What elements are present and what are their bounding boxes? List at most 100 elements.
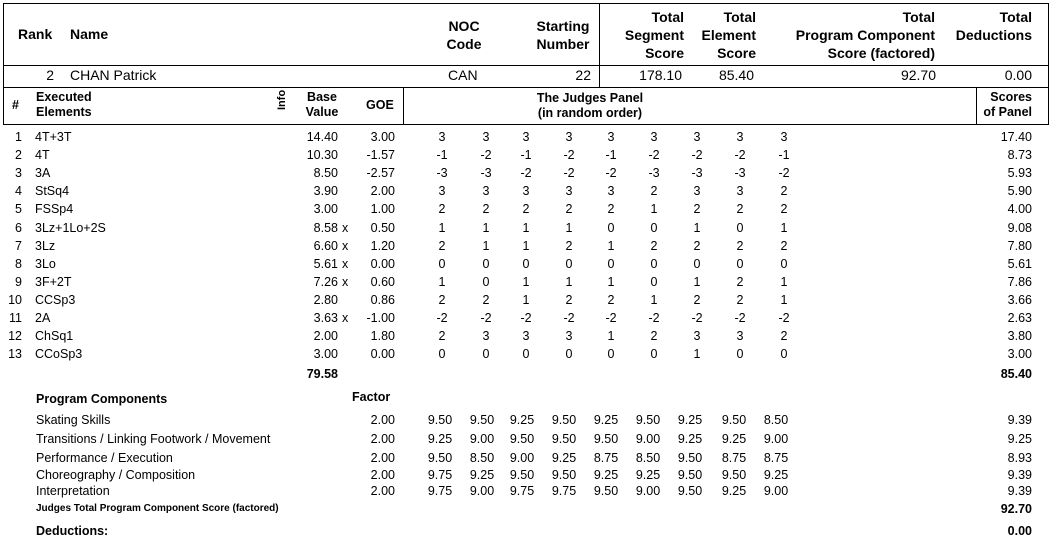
element-judge-score: 1 <box>522 274 530 289</box>
component-judge-score: 9.00 <box>635 432 661 446</box>
component-judge-score: 9.25 <box>635 468 661 482</box>
element-base-value: 2.80 <box>313 292 338 307</box>
element-judge-score: 0 <box>522 256 530 271</box>
element-judge-score: 0 <box>482 256 490 271</box>
header-info: Info <box>276 89 288 110</box>
element-judge-score: -2 <box>520 166 532 181</box>
skater-name: CHAN Patrick <box>70 67 157 83</box>
element-judge-score: 3 <box>522 184 530 199</box>
component-judge-score: 9.50 <box>593 432 619 446</box>
component-name: Interpretation <box>36 484 110 498</box>
element-judge-score: -2 <box>520 311 532 325</box>
element-judge-score: 0 <box>438 347 446 362</box>
component-judge-score: 9.50 <box>551 432 577 446</box>
judges-total-label: Judges Total Program Component Score (fa… <box>36 503 279 514</box>
header-element-number: # <box>12 98 19 112</box>
element-judge-score: 3 <box>522 329 530 344</box>
component-judge-score: 9.00 <box>635 484 661 498</box>
element-judge-score: 2 <box>438 329 446 344</box>
skater-total-element-score: 85.40 <box>718 67 754 83</box>
skater-total-program-component: 92.70 <box>900 67 936 83</box>
element-name: CCSp3 <box>35 292 76 307</box>
element-number: 2 <box>15 148 22 163</box>
element-judge-score: -3 <box>648 166 660 181</box>
element-judge-score: 3 <box>565 329 573 344</box>
element-judge-score: 2 <box>565 202 573 217</box>
element-judge-score: 3 <box>736 130 744 144</box>
element-judge-score: 3 <box>482 130 490 144</box>
element-judge-score: -2 <box>734 311 746 325</box>
component-judge-score: 9.75 <box>427 468 453 482</box>
element-number: 1 <box>15 130 22 144</box>
element-number: 12 <box>8 329 22 344</box>
element-judge-score: 2 <box>438 202 446 217</box>
element-judge-score: 2 <box>736 274 744 289</box>
element-judge-score: -2 <box>563 148 575 163</box>
element-judge-score: -2 <box>648 148 660 163</box>
component-factor: 2.00 <box>370 484 395 498</box>
component-judge-score: 9.50 <box>551 413 577 427</box>
element-number: 8 <box>15 256 22 271</box>
element-judge-score: 1 <box>565 220 573 235</box>
element-judge-score: 2 <box>607 202 615 217</box>
element-judge-score: 3 <box>736 329 744 344</box>
element-judge-score: 0 <box>650 256 658 271</box>
element-judge-score: 1 <box>522 238 530 253</box>
element-judge-score: 3 <box>693 184 701 199</box>
component-judge-score: 9.50 <box>721 413 747 427</box>
element-judge-score: 1 <box>565 274 573 289</box>
element-judge-score: 1 <box>607 329 615 344</box>
component-judge-score: 9.50 <box>509 432 535 446</box>
element-judge-score: -2 <box>480 148 492 163</box>
element-name: CCoSp3 <box>35 347 83 362</box>
element-goe: 0.00 <box>370 347 395 362</box>
element-judge-score: -1 <box>778 148 790 163</box>
component-judge-score: 8.50 <box>469 451 495 465</box>
element-judge-score: 0 <box>522 347 530 362</box>
element-number: 10 <box>8 292 22 307</box>
element-judge-score: 0 <box>736 347 744 362</box>
element-name: StSq4 <box>35 184 70 199</box>
header-total-deductions: Total Deductions <box>955 9 1032 43</box>
element-base-value: 5.61 <box>313 256 338 271</box>
element-number: 7 <box>15 238 22 253</box>
element-base-value: 3.90 <box>313 184 338 199</box>
element-goe: 0.00 <box>370 256 395 271</box>
element-panel-score: 3.00 <box>1007 347 1032 362</box>
component-panel-score: 9.39 <box>1007 484 1032 498</box>
component-judge-score: 9.50 <box>509 468 535 482</box>
element-judge-score: 0 <box>693 256 701 271</box>
element-judge-score: 2 <box>522 202 530 217</box>
component-judge-score: 9.00 <box>469 432 495 446</box>
element-goe: 0.86 <box>370 292 395 307</box>
element-base-value: 8.50 <box>313 166 338 181</box>
element-base-value: 6.60 <box>313 238 338 253</box>
component-judge-score: 9.50 <box>721 468 747 482</box>
element-judge-score: 2 <box>780 238 788 253</box>
header-rank: Rank <box>18 26 53 42</box>
element-goe: 1.80 <box>370 329 395 344</box>
element-name: 3Lz <box>35 238 56 253</box>
skater-total-deductions: 0.00 <box>1004 67 1032 83</box>
component-judge-score: 9.50 <box>677 484 703 498</box>
element-judge-score: 3 <box>693 130 701 144</box>
element-judge-score: -2 <box>563 166 575 181</box>
element-judge-score: 2 <box>482 202 490 217</box>
element-panel-score: 2.63 <box>1007 311 1032 325</box>
skater-total-segment-score: 178.10 <box>639 67 682 83</box>
element-judge-score: 0 <box>607 256 615 271</box>
factor-label: Factor <box>352 390 391 404</box>
element-judge-score: 0 <box>607 220 615 235</box>
component-judge-score: 9.25 <box>677 432 703 446</box>
element-bonus-marker: x <box>342 274 349 289</box>
component-judge-score: 9.25 <box>469 468 495 482</box>
component-judge-score: 9.50 <box>551 468 577 482</box>
element-base-value: 8.58 <box>313 220 338 235</box>
element-judge-score: 0 <box>780 256 788 271</box>
component-panel-score: 9.39 <box>1007 468 1032 482</box>
component-judge-score: 9.50 <box>635 413 661 427</box>
component-judge-score: 9.75 <box>427 484 453 498</box>
element-judge-score: 3 <box>482 184 490 199</box>
element-judge-score: 2 <box>693 202 701 217</box>
element-panel-score: 5.61 <box>1007 256 1032 271</box>
